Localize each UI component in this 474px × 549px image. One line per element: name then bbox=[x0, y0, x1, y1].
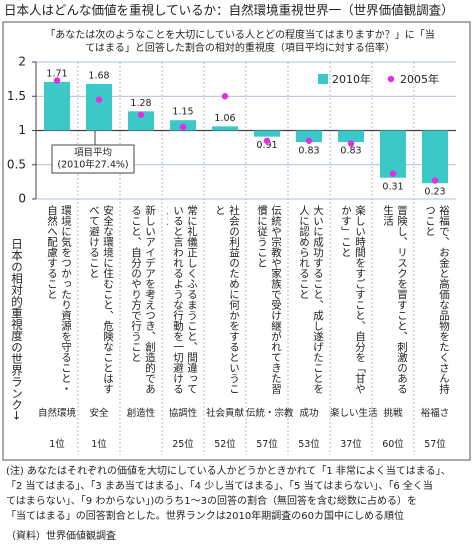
data-label: 0.83 bbox=[298, 146, 319, 157]
category-label: 楽しい時間をすごすこと、自分を「甘やかす」こと bbox=[340, 205, 366, 394]
dot bbox=[179, 123, 187, 131]
note-line: 「2 当てはまる」、「3 まあ当てはまる」、「4 少し当てはまる」、「5 当ては… bbox=[6, 481, 433, 492]
bar bbox=[380, 130, 406, 178]
short-label: 楽しい生活 bbox=[330, 408, 378, 419]
short-label: 裕福さ bbox=[420, 408, 450, 419]
short-label: 成功 bbox=[299, 408, 319, 419]
category-label: 社会の利益のために何かをするということ bbox=[214, 205, 240, 394]
category-label: 新しいアイデアを考えつき、創造的であること、自分のやり方で行うこと bbox=[130, 205, 156, 394]
dot bbox=[431, 177, 439, 184]
data-label: 0.83 bbox=[340, 146, 361, 157]
bar bbox=[296, 130, 322, 143]
chart-subtitle: 「あなたは次のようなことを大切にしている人とどの程度当てはまりますか？」に「当 bbox=[45, 28, 435, 41]
data-label: 1.15 bbox=[172, 107, 193, 118]
legend-swatch bbox=[387, 75, 395, 83]
rank-label: 57位 bbox=[424, 439, 446, 450]
category-label: 伝統や宗教や家族で受け継がれてきた習慣に従うこと bbox=[256, 205, 282, 394]
notes: (注) あなたはそれぞれの価値を大切にしている人かどうかときかれて「1 非常によ… bbox=[6, 464, 470, 544]
category-label: 環境に気をつかったり資源を守ること・自然へ配慮すること bbox=[46, 205, 72, 394]
rank-label: 53位 bbox=[298, 439, 320, 450]
short-label: 創造性 bbox=[126, 408, 156, 419]
legend-label: 2005年 bbox=[400, 72, 439, 86]
category-label: 常に礼儀正しくふるまうこと、間違っていると言われるような行動を一切避けること bbox=[167, 205, 198, 394]
note-line: (注) あなたはそれぞれの価値を大切にしている人かどうかときかれて「1 非常によ… bbox=[6, 466, 451, 477]
short-label: 挑戦 bbox=[383, 408, 403, 419]
data-label: 1.28 bbox=[130, 98, 151, 109]
chart-subtitle: てはまる」と回答した割合の相対的重視度（項目平均に対する倍率） bbox=[85, 41, 395, 54]
annotation: (2010年27.4%) bbox=[57, 159, 128, 171]
dot bbox=[305, 137, 313, 144]
bar bbox=[254, 130, 280, 137]
note-line: てはまらない」、「9 わからない」)のうち1～3の回答の割合（無回答を含む総数に… bbox=[6, 496, 417, 507]
data-label: 0.91 bbox=[256, 140, 277, 151]
y-tick-label: 0.5 bbox=[7, 157, 26, 171]
short-label: 協調性 bbox=[168, 408, 198, 419]
data-label: 1.68 bbox=[88, 70, 109, 81]
dot bbox=[263, 137, 271, 144]
bar bbox=[128, 111, 154, 131]
data-label: 0.31 bbox=[382, 181, 403, 192]
rank-label: 1位 bbox=[91, 439, 107, 450]
short-label: 伝統・宗教 bbox=[246, 408, 294, 419]
note-line: （資料）世界価値観調査 bbox=[6, 531, 116, 542]
bar bbox=[212, 126, 238, 131]
legend-swatch bbox=[318, 74, 328, 84]
annotation: 項目平均 bbox=[74, 147, 112, 159]
rank-label: 52位 bbox=[214, 439, 236, 450]
bar bbox=[86, 83, 112, 131]
rank-label: 25位 bbox=[172, 439, 194, 450]
y-tick-label: 1 bbox=[18, 123, 26, 137]
category-label: 安全な環境に住むこと、危険なことはすべて避けること bbox=[88, 205, 114, 394]
short-label: 安全 bbox=[89, 408, 109, 419]
rank-axis-label: 日本の相対的重視度の世界ランク→ bbox=[10, 238, 24, 421]
rank-label: 37位 bbox=[340, 439, 362, 450]
category-label: 裕福で、お金と高価な品物をたくさん持つこと bbox=[424, 205, 450, 394]
data-label: 1.06 bbox=[214, 113, 235, 124]
y-tick-label: 2 bbox=[18, 55, 26, 69]
y-tick-label: 1.5 bbox=[7, 89, 26, 103]
dot bbox=[53, 77, 61, 84]
chart-frame bbox=[2, 21, 471, 461]
bar bbox=[338, 130, 364, 143]
short-label: 社会貢献 bbox=[205, 408, 244, 419]
dot bbox=[389, 170, 397, 177]
category-label: 冒険し、リスクを冒すこと、刺激のある生活 bbox=[382, 205, 408, 394]
note-line: 「当てはまる」の回答割合とした。世界ランクは2010年期調査の60カ国中にしめる… bbox=[6, 511, 404, 522]
chart-title: 日本人はどんな価値を重視しているか：自然環境重視世界一（世界価値観調査） bbox=[4, 3, 454, 18]
legend-label: 2010年 bbox=[332, 72, 371, 86]
data-label: 0.23 bbox=[424, 187, 445, 198]
dot bbox=[95, 96, 103, 103]
bar bbox=[44, 81, 70, 131]
dot bbox=[221, 93, 229, 100]
dot bbox=[137, 111, 145, 118]
dot bbox=[347, 140, 355, 147]
y-tick-label: 0 bbox=[18, 192, 26, 206]
rank-label: 1位 bbox=[49, 439, 65, 450]
short-label: 自然環境 bbox=[37, 408, 76, 419]
data-label: 1.71 bbox=[46, 68, 67, 79]
category-label: 大いに成功すること、成し遂げたことを人に認められること bbox=[298, 205, 324, 394]
rank-label: 60位 bbox=[382, 439, 404, 450]
bar bbox=[422, 130, 448, 184]
annotation-box bbox=[51, 144, 135, 174]
rank-label: 57位 bbox=[256, 439, 278, 450]
